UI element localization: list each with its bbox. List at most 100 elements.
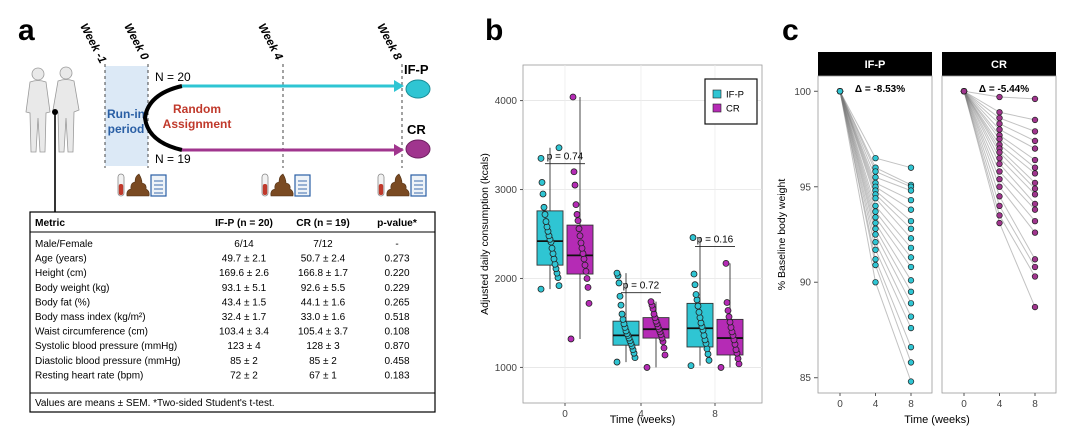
data-point — [613, 269, 621, 277]
data-point — [996, 168, 1003, 175]
data-point — [907, 344, 915, 351]
data-point — [996, 202, 1003, 210]
data-point — [583, 275, 591, 282]
week-label: Week 0 — [121, 22, 150, 63]
data-point — [1031, 145, 1039, 152]
sample-icon-group — [117, 173, 167, 197]
table-cell: Male/Female — [35, 239, 93, 250]
data-point — [584, 283, 592, 291]
table-row: Body mass index (kg/m²) 32.4 ± 1.7 33.0 ± … — [35, 312, 410, 323]
data-point — [872, 231, 879, 238]
data-point — [907, 300, 915, 307]
table-cell: 103.4 ± 3.4 — [219, 327, 269, 338]
data-point — [996, 193, 1003, 200]
table-row: Male/Female 6/14 7/12 - — [35, 239, 399, 250]
cr-arrowhead — [394, 144, 404, 156]
data-point — [574, 217, 582, 225]
data-point — [555, 144, 563, 152]
data-point — [618, 310, 626, 318]
table-row: Body fat (%) 43.4 ± 1.5 44.1 ± 1.6 0.265 — [35, 297, 410, 308]
data-point — [575, 225, 583, 233]
data-point — [872, 279, 879, 286]
data-point — [687, 362, 695, 370]
data-point — [695, 308, 703, 316]
panel-a: a Run-in period Week -1 Week 0 Week 4 We… — [18, 14, 436, 413]
run-in-label-line2: period — [108, 122, 145, 136]
legend-frame — [704, 78, 758, 125]
y-tick-label: 85 — [800, 373, 812, 384]
table-cell: 67 ± 1 — [309, 370, 337, 381]
p-value-annotation: p = 0.74 — [547, 152, 584, 163]
data-point — [872, 219, 879, 227]
table-cell: 169.6 ± 2.6 — [219, 268, 269, 279]
data-point — [996, 114, 1003, 122]
table-cell: Systolic blood pressure (mmHg) — [35, 341, 177, 352]
data-point — [1031, 156, 1039, 164]
blood-tube-icon — [378, 184, 384, 195]
table-cell: - — [395, 239, 398, 250]
data-point — [907, 359, 915, 366]
p-value-annotation: p = 0.16 — [697, 234, 734, 245]
data-point — [555, 282, 563, 289]
clipboard-icon — [410, 174, 427, 197]
clipboard-icon — [294, 174, 311, 197]
box-if-p-week-0 — [536, 144, 564, 293]
panel-letter-a: a — [18, 14, 35, 47]
data-point — [1031, 179, 1039, 187]
legend-swatch — [712, 89, 722, 99]
box-if-p-week-8 — [686, 234, 714, 370]
ifp-arrowhead — [394, 80, 404, 92]
table-cell: 166.8 ± 1.7 — [298, 268, 348, 279]
table-header-cell: CR (n = 19) — [296, 218, 350, 229]
table-cell: 105.4 ± 3.7 — [298, 327, 348, 338]
table-cell: 0.458 — [384, 356, 409, 367]
table-header-cell: IF-P (n = 20) — [215, 218, 273, 229]
sample-icon-group — [377, 173, 427, 197]
data-point — [1031, 95, 1039, 103]
table-cell: Waist circumference (cm) — [35, 327, 148, 338]
data-point — [542, 218, 550, 225]
blood-tube-icon — [118, 184, 124, 195]
data-point — [661, 351, 669, 359]
data-point — [691, 281, 699, 289]
data-point — [582, 267, 590, 275]
ifp-group-circle — [405, 79, 431, 99]
table-cell: 49.7 ± 2.1 — [222, 254, 267, 265]
data-point — [907, 263, 915, 271]
box-cr-week-0 — [566, 93, 594, 343]
table-cell: Age (years) — [35, 254, 87, 265]
data-point — [872, 174, 879, 181]
data-point — [692, 291, 700, 298]
data-point — [996, 175, 1003, 183]
table-cell: 123 ± 4 — [227, 341, 261, 352]
table-cell: 7/12 — [313, 239, 333, 250]
data-point — [538, 179, 546, 186]
facet-if-p: IF-P Δ = -8.53% 0 4 8 — [817, 52, 933, 410]
baseline-table-frame — [29, 211, 436, 413]
data-point — [539, 190, 547, 198]
figure-connector-dot — [52, 109, 58, 115]
data-point — [907, 277, 915, 284]
data-point — [1031, 256, 1039, 263]
x-tick-label: 0 — [562, 409, 568, 420]
y-tick-label: 3000 — [495, 185, 518, 196]
data-point — [872, 246, 879, 253]
y-axis-label: % Baseline body weight — [776, 179, 788, 291]
panel-letter-b: b — [485, 14, 503, 47]
x-axis-label: Time (weeks) — [904, 414, 970, 426]
arm-label-ifp: IF-P — [404, 62, 429, 77]
data-point — [907, 217, 915, 225]
table-row: Resting heart rate (bpm) 72 ± 2 67 ± 1 0.18… — [35, 370, 410, 381]
stool-sample-icon — [270, 173, 294, 197]
box-if-p-week-4 — [612, 269, 640, 366]
data-point — [996, 149, 1003, 156]
data-point — [907, 225, 915, 232]
blood-tube-icon — [262, 184, 268, 195]
cr-group-circle — [405, 139, 431, 159]
y-axis-label: Adjusted daily consumption (kcals) — [479, 153, 491, 315]
data-point — [872, 256, 879, 263]
data-point — [1031, 217, 1039, 225]
legend: IF-P CR — [704, 78, 758, 125]
data-point — [1031, 303, 1039, 311]
sample-icon-group — [261, 173, 311, 197]
